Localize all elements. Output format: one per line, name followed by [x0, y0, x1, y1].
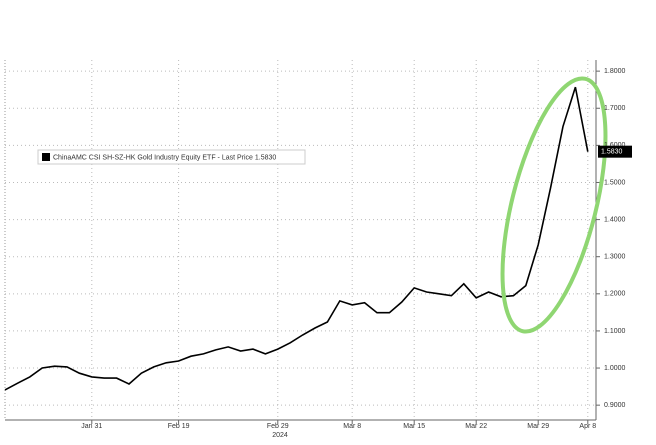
x-axis-label: 2024 — [272, 432, 288, 439]
price-line — [4, 86, 589, 391]
legend-swatch — [42, 153, 50, 161]
y-tick-label: 0.9000 — [604, 402, 626, 409]
x-tick-label: Mar 15 — [403, 423, 425, 430]
highlight-ellipse — [500, 76, 608, 334]
x-tick-label: Feb 29 — [267, 423, 289, 430]
x-tick-label: Jan 31 — [81, 423, 102, 430]
y-tick-label: 1.7000 — [604, 105, 626, 112]
y-tick-label: 1.0000 — [604, 365, 626, 372]
x-tick-label: Mar 8 — [343, 423, 361, 430]
x-tick-label: Feb 19 — [168, 423, 190, 430]
price-tag: 1.5830 — [601, 149, 623, 156]
x-tick-label: Mar 22 — [465, 423, 487, 430]
y-tick-label: 1.5000 — [604, 179, 626, 186]
y-tick-label: 1.1000 — [604, 328, 626, 335]
y-tick-label: 1.4000 — [604, 216, 626, 223]
y-tick-label: 1.3000 — [604, 254, 626, 261]
legend-box — [37, 149, 306, 165]
legend-text: ChinaAMC CSI SH-SZ-HK Gold Industry Equi… — [53, 154, 276, 161]
y-tick-label: 1.2000 — [604, 291, 626, 298]
y-tick-label: 1.8000 — [604, 68, 626, 75]
x-tick-label: Apr 8 — [579, 423, 596, 430]
x-tick-label: Mar 29 — [527, 423, 549, 430]
price-tag-box — [598, 145, 632, 158]
